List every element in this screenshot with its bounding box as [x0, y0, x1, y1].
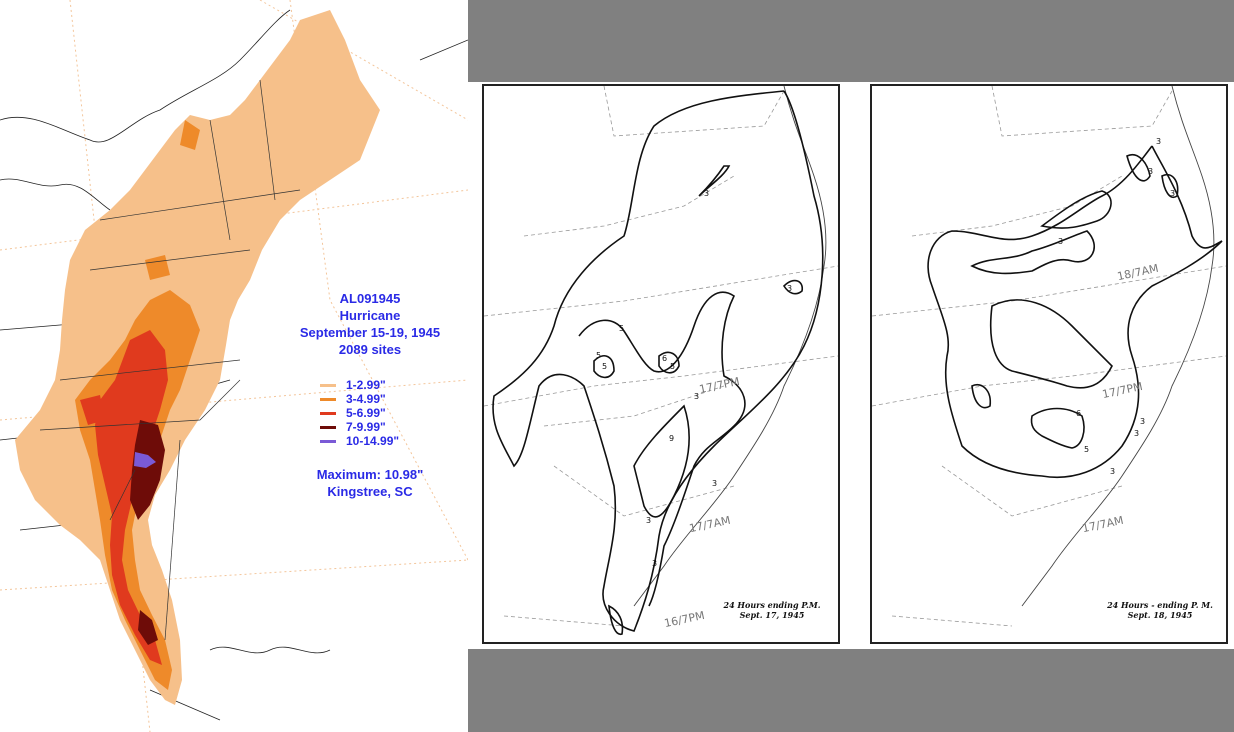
map-caption: 24 Hours - ending P. M. Sept. 18, 1945 [1100, 600, 1220, 620]
legend-item: 7-9.99" [320, 420, 470, 434]
rainfall-legend: AL091945 Hurricane September 15-19, 1945… [270, 290, 470, 500]
rain-area-5-7in [80, 330, 168, 665]
storm-id: AL091945 [339, 291, 401, 306]
legend-label: 1-2.99" [346, 378, 386, 392]
state-borders [39, 79, 301, 641]
scanned-maps-panel: 3 3 5 5 5 6 5 3 9 3 3 3 17/7PM 17/7AM 16… [468, 0, 1234, 732]
contour-label: 5 [670, 362, 675, 371]
legend-item: 5-6.99" [320, 406, 470, 420]
contour-label: 3 [652, 559, 657, 568]
contour-label: 3 [787, 284, 792, 293]
site-count: 2089 sites [338, 342, 402, 357]
rainfall-map-graphic [0, 0, 468, 732]
contour-label: 3 [1170, 189, 1175, 198]
contour-label: 3 [1148, 167, 1153, 176]
rain-area-10-15in [134, 452, 156, 468]
legend-swatch [320, 425, 336, 429]
rain-area-7-10in [130, 420, 165, 645]
legend-label: 5-6.99" [346, 406, 386, 420]
isohyet-graphic: 3 3 5 5 5 6 5 3 9 3 3 3 [484, 86, 838, 635]
storm-dates: September 15-19, 1945 [299, 325, 441, 340]
contour-label: 3 [1110, 467, 1115, 476]
contour-label: 5 [602, 362, 607, 371]
contour-label: 3 [694, 392, 699, 401]
rainfall-map: AL091945 Hurricane September 15-19, 1945… [0, 0, 468, 732]
contour-label: 3 [646, 516, 651, 525]
caption-line: 24 Hours ending P.M. [723, 600, 821, 610]
legend-item: 1-2.99" [320, 378, 470, 392]
contour-label: 3 [712, 479, 717, 488]
legend-swatch [320, 411, 336, 415]
scan-map-sept-17: 3 3 5 5 5 6 5 3 9 3 3 3 17/7PM 17/7AM 16… [482, 84, 840, 644]
contour-label: 5 [1084, 445, 1089, 454]
contour-label: 3 [1156, 137, 1161, 146]
maximum-value: Maximum: 10.98" [316, 467, 424, 482]
contour-label: 5 [619, 324, 624, 333]
contour-label: 6 [662, 354, 667, 363]
maximum-location: Kingstree, SC [327, 484, 413, 499]
caption-line: Sept. 17, 1945 [739, 610, 805, 620]
legend-item: 10-14.99" [320, 434, 470, 448]
contour-label: 3 [1134, 429, 1139, 438]
contour-label: 9 [669, 434, 674, 443]
scan-map-sept-18: 3 3 3 3 3 6 5 3 3 18/7AM 17/7PM 17/7AM 2… [870, 84, 1228, 644]
storm-type: Hurricane [339, 308, 401, 323]
contour-label: 3 [1058, 237, 1063, 246]
legend-label: 7-9.99" [346, 420, 386, 434]
caption-line: 24 Hours - ending P. M. [1107, 600, 1213, 610]
contour-label: 3 [704, 189, 709, 198]
caption-line: Sept. 18, 1945 [1127, 610, 1193, 620]
legend-swatch [320, 397, 336, 401]
scan-strip: 3 3 5 5 5 6 5 3 9 3 3 3 17/7PM 17/7AM 16… [468, 82, 1234, 649]
map-caption: 24 Hours ending P.M. Sept. 17, 1945 [712, 600, 832, 620]
isohyet-graphic: 3 3 3 3 3 6 5 3 3 [872, 86, 1226, 627]
contour-label: 5 [596, 351, 601, 360]
contour-label: 3 [1140, 417, 1145, 426]
legend-list: 1-2.99" 3-4.99" 5-6.99" 7-9.99" 10-14.99… [320, 378, 470, 448]
legend-label: 10-14.99" [346, 434, 400, 448]
legend-item: 3-4.99" [320, 392, 470, 406]
contour-label: 6 [1076, 409, 1081, 418]
legend-label: 3-4.99" [346, 392, 386, 406]
legend-swatch [320, 383, 336, 387]
legend-swatch [320, 439, 336, 443]
